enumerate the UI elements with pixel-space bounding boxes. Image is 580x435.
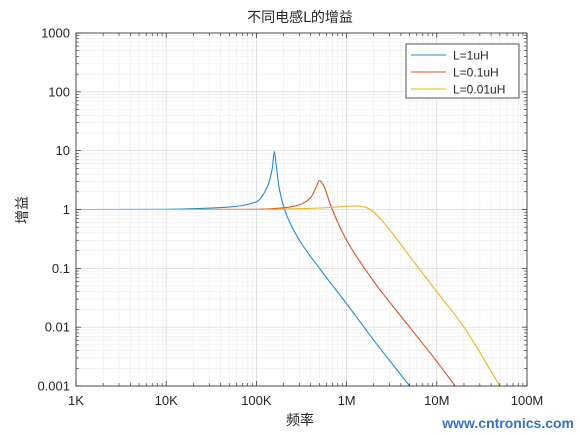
y-tick-label: 0.1 xyxy=(52,261,70,276)
legend-label-3: L=0.01uH xyxy=(453,83,505,97)
x-tick-label: 10K xyxy=(155,393,178,408)
y-axis-label: 增益 xyxy=(15,196,31,224)
y-tick-labels: 0.001 0.01 0.1 1 10 100 1000 xyxy=(37,26,70,394)
legend: L=1uH L=0.1uH L=0.01uH xyxy=(405,43,520,99)
ticks xyxy=(75,32,528,387)
x-tick-label: 1K xyxy=(68,393,84,408)
x-tick-label: 1M xyxy=(338,393,356,408)
series-layer xyxy=(76,150,501,386)
x-axis-label: 频率 xyxy=(286,412,314,429)
y-tick-label: 10 xyxy=(56,143,70,158)
legend-items: L=1uH L=0.1uH L=0.01uH xyxy=(411,49,505,97)
legend-label-1: L=1uH xyxy=(453,49,489,63)
series-line-3 xyxy=(76,205,501,386)
y-tick-label: 100 xyxy=(48,84,70,99)
x-tick-label: 10M xyxy=(424,393,449,408)
legend-label-2: L=0.1uH xyxy=(453,66,499,80)
x-tick-label: 100M xyxy=(511,393,544,408)
x-tick-label: 100K xyxy=(241,393,272,408)
series-line-1 xyxy=(76,150,411,386)
y-tick-label: 0.01 xyxy=(45,320,70,335)
y-tick-label: 1 xyxy=(63,202,70,217)
y-tick-label: 1000 xyxy=(41,26,70,41)
watermark-text: www.cntronics.com xyxy=(441,415,574,431)
series-group xyxy=(76,150,501,386)
y-tick-label: 0.001 xyxy=(37,379,70,394)
chart-title: 不同电感L的增益 xyxy=(247,9,353,26)
x-tick-labels: 1K 10K 100K 1M 10M 100M xyxy=(68,393,543,408)
